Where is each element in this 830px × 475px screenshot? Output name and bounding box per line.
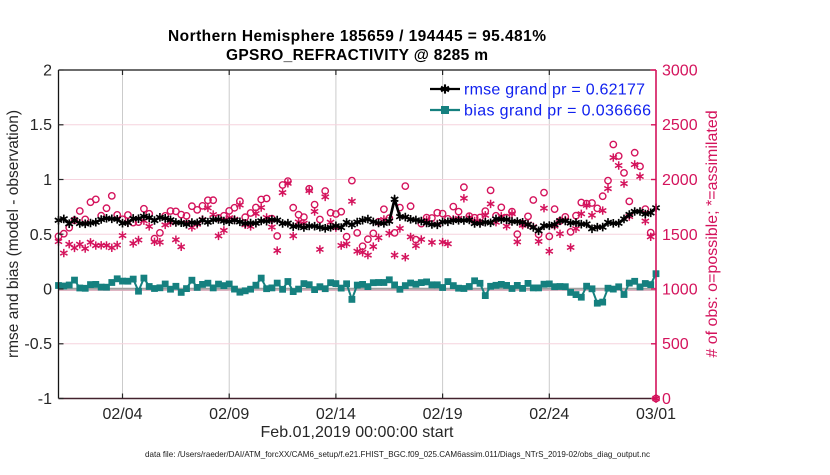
svg-text:1: 1: [43, 172, 52, 189]
svg-text:0: 0: [662, 391, 671, 408]
svg-text:rmse grand pr = 0.62177: rmse grand pr = 0.62177: [464, 82, 645, 99]
svg-text:1500: 1500: [662, 227, 698, 244]
svg-text:1.5: 1.5: [30, 117, 52, 134]
svg-text:02/14: 02/14: [316, 406, 356, 423]
svg-text:03/01: 03/01: [636, 406, 676, 423]
svg-text:# of obs: o=possible; *=assimi: # of obs: o=possible; *=assimilated: [704, 110, 721, 357]
svg-text:bias grand pr = 0.036666: bias grand pr = 0.036666: [464, 103, 651, 120]
svg-text:-0.5: -0.5: [24, 336, 52, 353]
svg-text:-1: -1: [38, 391, 52, 408]
svg-text:500: 500: [662, 336, 689, 353]
svg-text:Feb.01,2019 00:00:00 start: Feb.01,2019 00:00:00 start: [261, 424, 455, 441]
svg-text:2500: 2500: [662, 117, 698, 134]
svg-text:02/09: 02/09: [209, 406, 249, 423]
svg-text:Northern Hemisphere 185659 / 1: Northern Hemisphere 185659 / 194445 = 95…: [168, 28, 546, 45]
svg-text:0: 0: [43, 282, 52, 299]
svg-text:2000: 2000: [662, 172, 698, 189]
svg-text:02/04: 02/04: [102, 406, 142, 423]
svg-text:rmse and bias (model - observa: rmse and bias (model - observation): [5, 110, 22, 358]
svg-text:3000: 3000: [662, 63, 698, 80]
svg-text:02/24: 02/24: [529, 406, 569, 423]
svg-text:2: 2: [43, 63, 52, 80]
svg-text:0.5: 0.5: [30, 227, 52, 244]
svg-text:02/19: 02/19: [423, 406, 463, 423]
svg-text:1000: 1000: [662, 282, 698, 299]
svg-text:data file: /Users/raeder/DAI/A: data file: /Users/raeder/DAI/ATM_forcXX/…: [145, 449, 651, 459]
svg-text:GPSRO_REFRACTIVITY @ 8285 m: GPSRO_REFRACTIVITY @ 8285 m: [226, 47, 488, 64]
